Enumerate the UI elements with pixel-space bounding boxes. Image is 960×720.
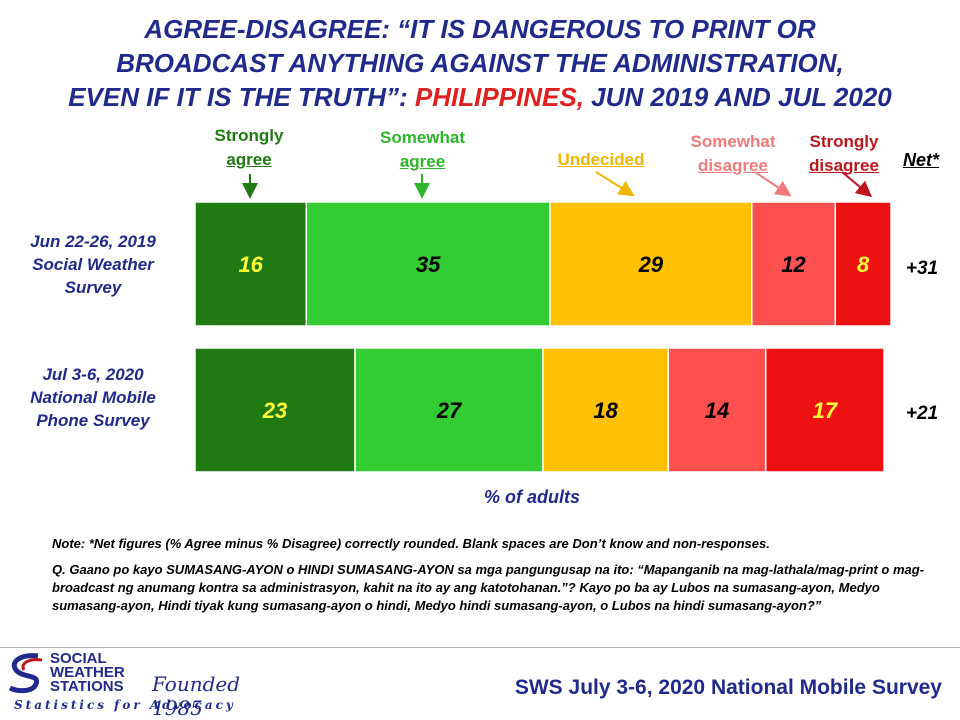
row-label-2020-l2: National Mobile <box>30 388 156 407</box>
bar-somewhat-agree-row1 <box>305 201 551 327</box>
logo-line-3: STATIONS <box>50 678 124 695</box>
legend-somewhat-disagree-l1: Somewhat <box>690 132 776 151</box>
legend-somewhat-disagree-l2: disagree <box>698 156 768 175</box>
logo-tagline: Statistics for Advocacy <box>14 698 236 712</box>
net-header: Net* <box>903 150 940 170</box>
bar-label-strongly-agree-row1: 16 <box>238 252 263 277</box>
bar-somewhat-disagree-row2 <box>667 347 767 473</box>
x-axis-label: % of adults <box>484 487 581 507</box>
bar-strongly-disagree-row1 <box>834 201 892 327</box>
row-label-2020-l1: Jul 3-6, 2020 <box>42 365 144 384</box>
bar-label-somewhat-agree-row1: 35 <box>416 252 441 277</box>
title-highlight: PHILIPPINES, <box>414 82 584 112</box>
row-label-2020-l3: Phone Survey <box>36 411 150 430</box>
row-label-2020: Jul 3-6, 2020 National Mobile Phone Surv… <box>8 363 178 432</box>
row-label-2019: Jun 22-26, 2019 Social Weather Survey <box>8 230 178 299</box>
logo-name: SOCIAL WEATHER STATIONS <box>50 650 125 695</box>
logo-founded: Founded 1985 <box>152 672 241 720</box>
net-value-2019: +31 <box>905 258 939 279</box>
bar-strongly-disagree-row2 <box>764 347 885 473</box>
bar-label-strongly-disagree-row1: 8 <box>857 252 870 277</box>
footer-source: SWS July 3-6, 2020 National Mobile Surve… <box>514 676 942 699</box>
bar-somewhat-disagree-row1 <box>751 201 837 327</box>
bar-strongly-agree-row1 <box>194 201 308 327</box>
title-line-1: AGREE-DISAGREE: “IT IS DANGEROUS TO PRIN… <box>144 14 816 44</box>
bar-somewhat-agree-row2 <box>354 347 544 473</box>
legend-strongly-disagree-l2: disagree <box>809 156 879 175</box>
net-value-2020: +21 <box>905 403 939 424</box>
legend-strongly-disagree: Strongly disagree <box>794 130 894 178</box>
legend-strongly-agree-l1: Strongly <box>214 126 284 145</box>
note-question: Q. Gaano po kayo SUMASANG-AYON o HINDI S… <box>52 562 925 613</box>
row-label-2019-l3: Survey <box>64 278 122 297</box>
legend-somewhat-agree-l2: agree <box>399 152 446 171</box>
bar-label-undecided-row1: 29 <box>638 252 664 277</box>
bar-strongly-agree-row2 <box>194 347 356 473</box>
title-line-2: BROADCAST ANYTHING AGAINST THE ADMINISTR… <box>116 48 844 78</box>
legend-somewhat-agree-l1: Somewhat <box>379 128 466 147</box>
chart-title: AGREE-DISAGREE: “IT IS DANGEROUS TO PRIN… <box>0 12 960 114</box>
sws-logo: SOCIAL WEATHER STATIONS Founded 1985 Sta… <box>6 650 286 720</box>
row-label-2019-l2: Social Weather <box>32 255 154 274</box>
bar-undecided-row2 <box>542 347 670 473</box>
bar-label-strongly-disagree-row2: 17 <box>813 398 839 423</box>
bar-label-somewhat-disagree-row1: 12 <box>781 252 806 277</box>
row-label-2019-l1: Jun 22-26, 2019 <box>30 232 156 251</box>
legend-strongly-agree: Strongly agree <box>200 124 298 172</box>
footer-divider <box>0 647 960 648</box>
title-line-3c: JUN 2019 AND JUL 2020 <box>583 82 892 112</box>
note-net-figures: Note: *Net figures (% Agree minus % Disa… <box>52 536 770 551</box>
bar-label-somewhat-disagree-row2: 14 <box>705 398 729 423</box>
bar-label-somewhat-agree-row2: 27 <box>436 398 463 423</box>
bar-label-strongly-agree-row2: 23 <box>262 398 287 423</box>
title-line-3: EVEN IF IT IS THE TRUTH”: PHILIPPINES, J… <box>0 80 960 114</box>
title-line-3a: EVEN IF IT IS THE TRUTH”: <box>68 82 415 112</box>
legend-strongly-disagree-l1: Strongly <box>809 132 879 151</box>
logo-line-1: SOCIAL <box>50 650 107 667</box>
logo-line-2: WEATHER <box>50 664 125 681</box>
bar-label-undecided-row2: 18 <box>593 398 618 423</box>
bar-undecided-row1 <box>549 201 753 327</box>
legend-somewhat-disagree: Somewhat disagree <box>678 130 788 178</box>
legend-strongly-agree-l2: agree <box>226 150 272 169</box>
legend-undecided: Undecided <box>540 148 662 172</box>
legend-undecided-l1: Undecided <box>557 150 645 169</box>
sws-swoosh-icon <box>8 653 43 694</box>
legend-somewhat-agree: Somewhat agree <box>360 126 485 174</box>
